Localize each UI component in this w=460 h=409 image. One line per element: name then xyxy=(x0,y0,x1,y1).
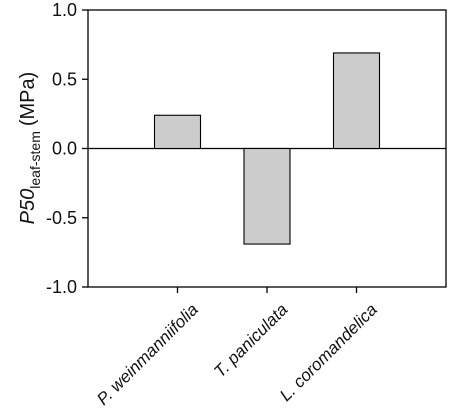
x-tick-label-t-paniculata: T. paniculata xyxy=(210,300,291,381)
y-tick-label: -1.0 xyxy=(46,277,77,297)
y-tick-label: 0.0 xyxy=(52,139,77,159)
x-tick-label-l-coromandelica: L. coromandelica xyxy=(276,300,381,405)
y-axis-ticks: -1.0 -0.5 0.0 0.5 1.0 xyxy=(46,0,88,297)
bars-group xyxy=(153,52,381,245)
y-tick-label: 0.5 xyxy=(52,69,77,89)
bar-l-coromandelica xyxy=(332,52,381,150)
y-axis-title-unit: (MPa) xyxy=(17,72,39,126)
y-axis-title-subscript: leaf-stem xyxy=(27,131,43,189)
y-axis-title: P50leaf-stem (MPa) xyxy=(17,72,43,225)
y-tick-label: -0.5 xyxy=(46,208,77,228)
y-axis-title-base: P50 xyxy=(17,189,39,225)
bar-p-weinmanniifolia xyxy=(153,114,202,150)
y-tick-label: 1.0 xyxy=(52,0,77,20)
bar-t-paniculata xyxy=(243,147,291,245)
x-tick-label-p-weinmanniifolia: P. weinmanniifolia xyxy=(93,300,202,409)
